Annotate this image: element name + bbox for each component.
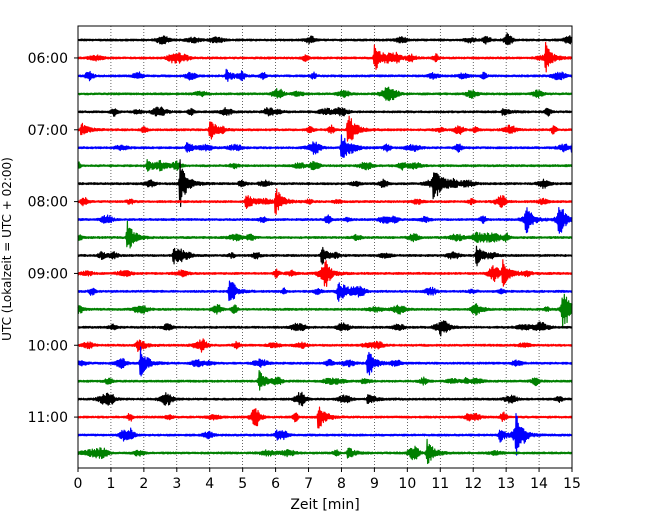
x-tick-label: 4 bbox=[205, 476, 214, 492]
x-tick-label: 15 bbox=[563, 476, 581, 492]
x-tick-label: 10 bbox=[398, 476, 416, 492]
y-tick-label: 07:00 bbox=[28, 123, 68, 139]
x-tick-label: 11 bbox=[431, 476, 449, 492]
x-tick-label: 14 bbox=[530, 476, 548, 492]
x-tick-label: 13 bbox=[497, 476, 515, 492]
trace-1115 bbox=[77, 412, 573, 456]
x-tick-label: 1 bbox=[106, 476, 115, 492]
trace-0945 bbox=[77, 320, 573, 337]
trace-0615 bbox=[77, 68, 573, 82]
trace-0730 bbox=[77, 158, 573, 172]
y-tick-label: 08:00 bbox=[28, 195, 68, 211]
trace-1015 bbox=[77, 346, 573, 377]
trace-0815 bbox=[77, 206, 573, 234]
trace-lines bbox=[77, 32, 573, 465]
y-tick-label: 10:00 bbox=[28, 338, 68, 354]
x-tick-label: 0 bbox=[74, 476, 83, 492]
trace-0900 bbox=[77, 259, 573, 287]
trace-0800 bbox=[77, 188, 573, 215]
x-axis-ticks: 0 1 2 3 4 5 6 7 8 9 10 11 12 13 14 15 bbox=[74, 468, 581, 492]
y-tick-label: 06:00 bbox=[28, 51, 68, 67]
trace-0830 bbox=[77, 220, 573, 249]
x-tick-label: 5 bbox=[238, 476, 247, 492]
trace-0545 bbox=[77, 32, 573, 46]
trace-0630 bbox=[77, 86, 573, 102]
x-tick-label: 9 bbox=[370, 476, 379, 492]
trace-1030 bbox=[77, 369, 573, 391]
trace-0700 bbox=[77, 115, 573, 142]
trace-1130 bbox=[77, 438, 573, 465]
y-tick-label: 09:00 bbox=[28, 266, 68, 282]
y-axis-label: UTC (Lokalzeit = UTC + 02:00) bbox=[0, 157, 14, 341]
trace-0745 bbox=[77, 159, 573, 208]
x-tick-label: 7 bbox=[304, 476, 313, 492]
x-tick-label: 3 bbox=[172, 476, 181, 492]
trace-0715 bbox=[77, 134, 573, 158]
x-tick-label: 6 bbox=[271, 476, 280, 492]
trace-0845 bbox=[77, 245, 573, 267]
y-axis-ticks: 06:00 07:00 08:00 09:00 10:00 11:00 bbox=[28, 51, 78, 426]
x-axis-label: Zeit [min] bbox=[290, 497, 359, 513]
plot-frame bbox=[77, 25, 573, 469]
trace-1000 bbox=[77, 338, 573, 353]
trace-1100 bbox=[77, 406, 573, 429]
y-tick-label: 11:00 bbox=[28, 410, 68, 426]
trace-0645 bbox=[77, 106, 573, 117]
trace-0930 bbox=[77, 293, 573, 329]
trace-1045 bbox=[77, 391, 573, 407]
x-tick-label: 8 bbox=[337, 476, 346, 492]
trace-0600 bbox=[77, 41, 573, 73]
x-tick-label: 2 bbox=[139, 476, 148, 492]
x-tick-label: 12 bbox=[464, 476, 482, 492]
trace-0915 bbox=[77, 280, 573, 302]
